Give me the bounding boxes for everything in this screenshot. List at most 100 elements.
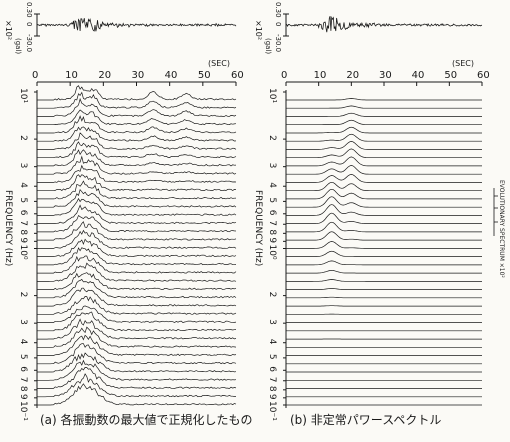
panel-b-spectrum-line bbox=[286, 261, 482, 265]
panel-b-y-tick-label: 9 bbox=[267, 237, 277, 243]
panel-b-spectrum-line bbox=[286, 289, 482, 290]
panel-a-y-tick-label: 10⁰ bbox=[18, 245, 28, 260]
panel-b-spectrum-line bbox=[286, 205, 482, 216]
panel-b-y-tick-label: 8 bbox=[267, 229, 277, 235]
panel-b-time-trace bbox=[286, 16, 482, 32]
panel-b-x-tick-label: 20 bbox=[346, 70, 359, 81]
panel-a-y-tick-label: 9 bbox=[18, 394, 28, 400]
panel-b-spectrum-line bbox=[286, 232, 482, 240]
panel-a-caption: (a) 各振動数の最大値で正規化したもの bbox=[40, 412, 253, 427]
panel-b-y-tick-label: 10⁻¹ bbox=[267, 401, 277, 421]
panel-b-x-tick-label: 60 bbox=[477, 70, 490, 81]
panel-b-y-tick-label: 6 bbox=[267, 210, 277, 216]
panel-b-spectrum-line bbox=[286, 106, 482, 108]
panel-a-spectrum-line bbox=[37, 116, 236, 133]
panel-a-y-tick-label: 3 bbox=[18, 163, 28, 169]
panel-a-y-tick-label: 5 bbox=[18, 197, 28, 203]
panel-a-spectrum-line bbox=[37, 133, 236, 150]
panel-a-spectrum-line bbox=[37, 86, 236, 100]
panel-a-y-tick-label: 6 bbox=[18, 210, 28, 216]
panel-b-y-tick-label: 3 bbox=[267, 163, 277, 169]
panel-b-y-tick-label: 5 bbox=[267, 354, 277, 360]
panel-a-trace-ytick-bot: -30.0 bbox=[25, 34, 33, 52]
panel-b-y-tick-label: 7 bbox=[267, 377, 277, 383]
panel-b-trace-ytick-top: 0.30 bbox=[274, 2, 282, 18]
panel-b-spectrum-line bbox=[286, 174, 482, 182]
panel-b-spectrum-line bbox=[286, 213, 482, 224]
panel-a-y-label: FREQUENCY (Hz) bbox=[3, 190, 13, 266]
panel-a-spectrum-line bbox=[37, 263, 236, 281]
panel-b-y-tick-label: 7 bbox=[267, 220, 277, 226]
panel-b-y-tick-label: 10⁰ bbox=[267, 245, 277, 260]
panel-b-trace-ytick-mid: 0 bbox=[274, 22, 282, 26]
panel-b-spectrum-line bbox=[286, 157, 482, 166]
panel-b-trace-ylabel: (gal) bbox=[264, 38, 272, 54]
panel-a-x-tick-label: 20 bbox=[98, 70, 111, 81]
panel-a-x-tick-label: 30 bbox=[132, 70, 145, 81]
panel-a-x-tick-label: 50 bbox=[198, 70, 211, 81]
panel-a-y-tick-label: 8 bbox=[18, 386, 28, 392]
panel-a-y-tick-label: 3 bbox=[18, 319, 28, 325]
panel-a-spectrum-line bbox=[37, 150, 236, 166]
panel-b-trace-scale: ×10² bbox=[254, 20, 263, 40]
panel-a-y-tick-label: 10⁻¹ bbox=[18, 401, 28, 421]
panel-b-y-tick-label: 2 bbox=[267, 292, 277, 298]
panel-a-y-tick-label: 2 bbox=[18, 292, 28, 298]
panel-a-spectrum-line bbox=[37, 110, 236, 125]
panel-a-spectrum-line bbox=[37, 190, 236, 208]
panel-a-y-tick-label: 5 bbox=[18, 354, 28, 360]
panel-a-spectra bbox=[37, 86, 236, 405]
panel-a-y-tick-label: 6 bbox=[18, 366, 28, 372]
panel-b-y-tick-label: 4 bbox=[267, 339, 277, 345]
panel-b-x-tick-label: 30 bbox=[379, 70, 392, 81]
panel-b-spectrum-line bbox=[286, 280, 482, 282]
panel-b-y-tick-label: 10¹ bbox=[267, 88, 277, 103]
panel-b-y-tick-label: 2 bbox=[267, 135, 277, 141]
panel-b-spectrum-line bbox=[286, 149, 482, 158]
panel-b-spectra bbox=[286, 99, 482, 406]
panel-a-trace-ylabel: (gal) bbox=[14, 38, 22, 54]
panel-b-spectrum-line bbox=[286, 99, 482, 101]
panel-b-x-tick-label: 10 bbox=[314, 70, 327, 81]
panel-a-spectrum-line bbox=[37, 127, 236, 141]
panel-b-spectrum-line bbox=[286, 297, 482, 298]
panel-b-spectrum-line bbox=[286, 242, 482, 249]
panel-b-y-tick-label: 8 bbox=[267, 386, 277, 392]
panel-a-spectrum-line bbox=[37, 216, 236, 232]
panel-a-y-tick-label: 9 bbox=[18, 237, 28, 243]
panel-b-spectrum-line bbox=[286, 134, 482, 141]
panel-b-x-tick-label: 40 bbox=[412, 70, 425, 81]
panel-b-spectrum-line bbox=[286, 270, 482, 273]
panel-a-spectrum-line bbox=[37, 175, 236, 191]
panel-b-right-label: EVOLUTIONARY SPECTRUM ×10² bbox=[498, 180, 505, 278]
panel-b-x-tick-label: 50 bbox=[444, 70, 457, 81]
panel-a-spectrum-line bbox=[37, 157, 236, 175]
panel-a-y-tick-label: 7 bbox=[18, 377, 28, 383]
panel-b-spectrum-line bbox=[286, 251, 482, 256]
panel-a-trace-ytick-top: 0.30 bbox=[25, 2, 33, 18]
panel-b-y-label: FREQUENCY (Hz) bbox=[253, 190, 263, 266]
panel-b-right-scale bbox=[494, 188, 498, 236]
panel-a-x-tick-label: 0 bbox=[32, 70, 38, 81]
panel-a-x-tick-label: 10 bbox=[65, 70, 78, 81]
panel-a-spectrum-line bbox=[37, 93, 236, 109]
panel-b-spectrum-line bbox=[286, 165, 482, 174]
panel-a-trace-ytick-mid: 0 bbox=[25, 22, 33, 26]
panel-a-x-tick-label: 40 bbox=[165, 70, 178, 81]
panel-b-y-tick-label: 9 bbox=[267, 394, 277, 400]
panel-b-y-tick-label: 3 bbox=[267, 319, 277, 325]
panel-a-spectrum-line bbox=[37, 319, 236, 339]
panel-b-spectrum-line bbox=[286, 113, 482, 116]
panel-a-y-tick-label: 2 bbox=[18, 135, 28, 141]
panel-a-trace-scale: ×10² bbox=[4, 20, 13, 40]
panel-b-spectrum-line bbox=[286, 197, 482, 208]
panel-b-x-unit: (SEC) bbox=[452, 59, 474, 68]
panel-b-x-tick-label: 0 bbox=[281, 70, 287, 81]
panel-b-spectrum-line bbox=[286, 182, 482, 190]
panel-a-x-unit: (SEC) bbox=[208, 59, 230, 68]
